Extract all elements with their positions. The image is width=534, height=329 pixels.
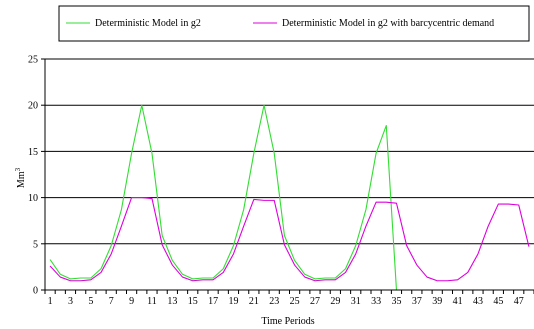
x-tick-label: 29 <box>330 296 340 307</box>
x-tick-label: 17 <box>208 296 218 307</box>
x-tick-label: 15 <box>188 296 198 307</box>
x-tick-label: 45 <box>493 296 503 307</box>
series-line-barycentric <box>49 197 530 282</box>
x-tick-label: 5 <box>88 296 93 307</box>
x-tick-label: 41 <box>453 296 463 307</box>
x-tick-label: 21 <box>249 296 259 307</box>
y-tick-label: 5 <box>33 239 38 250</box>
y-tick-label: 20 <box>28 101 38 112</box>
x-tick-label: 47 <box>514 296 524 307</box>
x-tick-label: 33 <box>371 296 381 307</box>
x-tick-label: 9 <box>129 296 134 307</box>
x-tick-label: 23 <box>269 296 279 307</box>
x-tick-label: 3 <box>68 296 73 307</box>
legend-label-deterministic: Deterministic Model in g2 <box>95 18 201 29</box>
x-tick-label: 7 <box>109 296 114 307</box>
y-axis-title: Mm3 <box>14 167 27 188</box>
x-tick-label: 31 <box>351 296 361 307</box>
legend-label-barycentric: Deterministic Model in g2 with barcycent… <box>282 18 494 29</box>
x-tick-label: 25 <box>290 296 300 307</box>
legend: Deterministic Model in g2 Deterministic … <box>58 5 530 42</box>
x-tick-label: 43 <box>473 296 483 307</box>
x-tick-label: 13 <box>167 296 177 307</box>
x-tick-label: 39 <box>432 296 442 307</box>
x-tick-label: 11 <box>147 296 157 307</box>
x-tick-label: 1 <box>48 296 53 307</box>
x-axis-title: Time Periods <box>261 316 314 327</box>
legend-box <box>58 5 530 42</box>
x-tick-label: 27 <box>310 296 320 307</box>
y-tick-label: 15 <box>28 147 38 158</box>
x-tick-label: 37 <box>412 296 422 307</box>
y-tick-label: 0 <box>33 286 38 297</box>
x-tick-label: 35 <box>391 296 401 307</box>
x-tick-label: 19 <box>228 296 238 307</box>
y-tick-label: 25 <box>28 55 38 66</box>
y-tick-label: 10 <box>28 193 38 204</box>
